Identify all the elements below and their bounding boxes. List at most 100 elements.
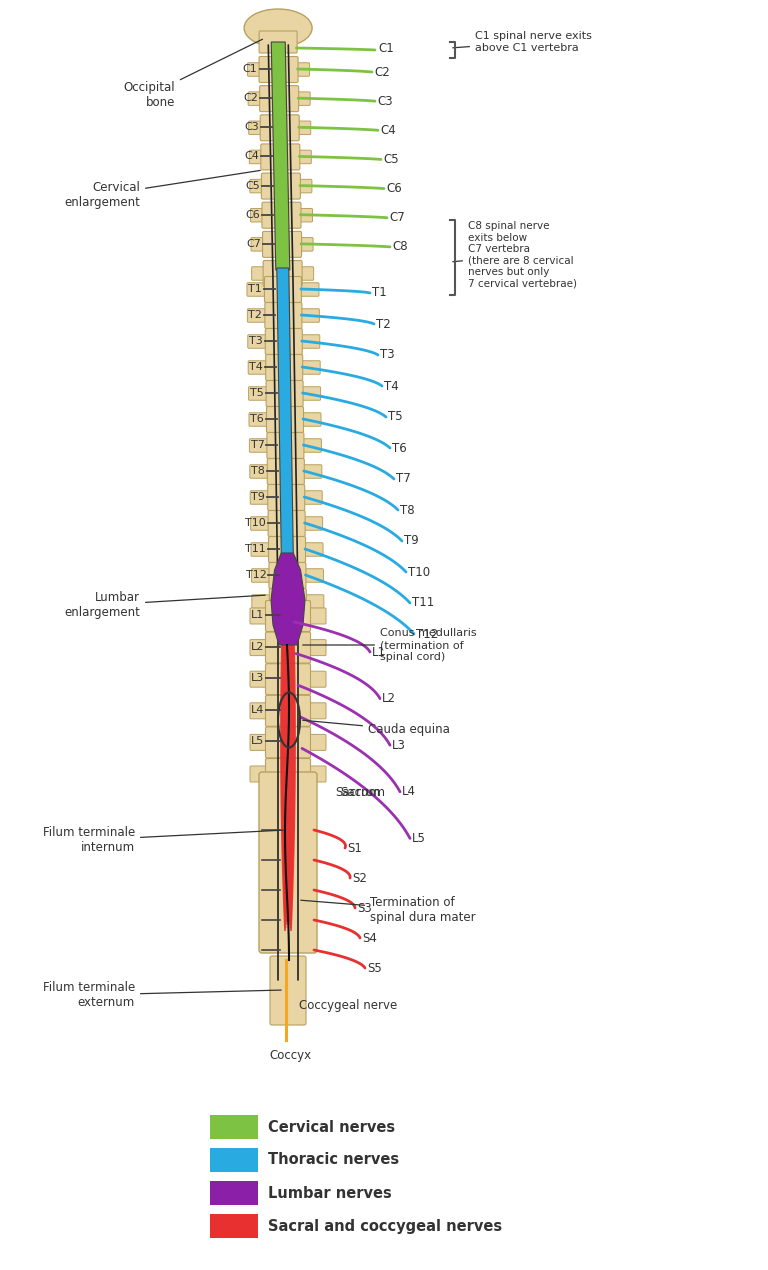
Text: C7: C7 xyxy=(389,211,405,225)
Text: L4: L4 xyxy=(402,785,416,799)
Text: C1: C1 xyxy=(378,42,394,55)
FancyBboxPatch shape xyxy=(264,277,302,302)
Text: T6: T6 xyxy=(392,442,407,455)
FancyBboxPatch shape xyxy=(298,361,320,375)
Polygon shape xyxy=(276,268,293,555)
Text: T9: T9 xyxy=(404,535,419,547)
Text: Cervical nerves: Cervical nerves xyxy=(268,1119,395,1134)
Text: T7: T7 xyxy=(396,472,411,485)
Text: Coccygeal nerve: Coccygeal nerve xyxy=(299,998,397,1011)
Text: Thoracic nerves: Thoracic nerves xyxy=(268,1152,399,1167)
FancyBboxPatch shape xyxy=(250,438,271,452)
Text: T10: T10 xyxy=(245,518,266,528)
FancyBboxPatch shape xyxy=(266,695,310,726)
Text: L1: L1 xyxy=(372,645,386,659)
Text: S4: S4 xyxy=(362,931,377,945)
Text: C4: C4 xyxy=(244,151,260,161)
FancyBboxPatch shape xyxy=(266,726,310,758)
FancyBboxPatch shape xyxy=(259,772,317,952)
Text: T9: T9 xyxy=(251,491,265,502)
Text: Coccyx: Coccyx xyxy=(269,1049,311,1062)
Text: Cervical
enlargement: Cervical enlargement xyxy=(64,170,260,210)
FancyBboxPatch shape xyxy=(260,85,299,112)
Text: Sacral and coccygeal nerves: Sacral and coccygeal nerves xyxy=(268,1218,502,1233)
Text: C4: C4 xyxy=(380,123,396,137)
FancyBboxPatch shape xyxy=(266,381,303,406)
FancyBboxPatch shape xyxy=(250,734,270,751)
FancyBboxPatch shape xyxy=(247,283,269,296)
FancyBboxPatch shape xyxy=(298,335,319,348)
FancyBboxPatch shape xyxy=(266,406,303,433)
Text: Sacrum: Sacrum xyxy=(299,786,380,800)
FancyBboxPatch shape xyxy=(297,237,313,251)
FancyBboxPatch shape xyxy=(251,569,273,582)
FancyBboxPatch shape xyxy=(301,542,323,556)
FancyBboxPatch shape xyxy=(265,302,302,329)
FancyBboxPatch shape xyxy=(248,335,270,348)
FancyBboxPatch shape xyxy=(306,702,326,719)
FancyBboxPatch shape xyxy=(306,640,326,655)
Text: T11: T11 xyxy=(412,597,434,610)
FancyBboxPatch shape xyxy=(250,465,272,479)
FancyBboxPatch shape xyxy=(266,354,303,381)
FancyBboxPatch shape xyxy=(210,1181,258,1205)
Text: L5: L5 xyxy=(412,832,426,845)
FancyBboxPatch shape xyxy=(294,91,310,105)
Text: Lumbar
enlargement: Lumbar enlargement xyxy=(64,591,265,618)
FancyBboxPatch shape xyxy=(262,202,301,229)
FancyBboxPatch shape xyxy=(248,91,264,105)
FancyBboxPatch shape xyxy=(306,672,326,687)
Text: T4: T4 xyxy=(384,380,399,392)
FancyBboxPatch shape xyxy=(259,30,297,53)
FancyBboxPatch shape xyxy=(298,267,313,281)
Text: L2: L2 xyxy=(250,641,264,652)
FancyBboxPatch shape xyxy=(268,484,305,511)
Text: C3: C3 xyxy=(377,95,392,108)
FancyBboxPatch shape xyxy=(296,208,313,222)
Text: T1: T1 xyxy=(248,284,262,293)
Text: T5: T5 xyxy=(388,410,402,423)
FancyBboxPatch shape xyxy=(260,114,300,141)
Text: C3: C3 xyxy=(244,122,259,132)
FancyBboxPatch shape xyxy=(263,231,302,258)
Text: L5: L5 xyxy=(250,737,264,747)
Text: T2: T2 xyxy=(376,318,391,330)
Text: T11: T11 xyxy=(245,544,266,554)
FancyBboxPatch shape xyxy=(266,758,310,790)
FancyBboxPatch shape xyxy=(263,260,302,287)
FancyBboxPatch shape xyxy=(210,1115,258,1139)
Text: C6: C6 xyxy=(246,210,260,220)
FancyBboxPatch shape xyxy=(250,702,270,719)
FancyBboxPatch shape xyxy=(251,542,273,556)
Text: T3: T3 xyxy=(380,348,395,362)
FancyBboxPatch shape xyxy=(250,608,270,624)
Text: C1: C1 xyxy=(243,64,257,74)
FancyBboxPatch shape xyxy=(296,150,311,164)
Text: T12: T12 xyxy=(246,570,266,580)
Text: T8: T8 xyxy=(400,503,415,517)
FancyBboxPatch shape xyxy=(300,438,321,452)
Text: Occipital
bone: Occipital bone xyxy=(124,39,263,109)
Text: C8 spinal nerve
exits below
C7 vertebra
(there are 8 cervical
nerves but only
7 : C8 spinal nerve exits below C7 vertebra … xyxy=(453,221,577,290)
FancyBboxPatch shape xyxy=(301,569,323,582)
FancyBboxPatch shape xyxy=(266,664,310,695)
FancyBboxPatch shape xyxy=(250,150,265,164)
FancyBboxPatch shape xyxy=(293,62,310,76)
Text: Sacrum: Sacrum xyxy=(340,786,385,800)
FancyBboxPatch shape xyxy=(299,387,320,400)
Text: S2: S2 xyxy=(352,871,367,884)
Text: T12: T12 xyxy=(416,627,439,640)
FancyBboxPatch shape xyxy=(269,536,306,563)
FancyBboxPatch shape xyxy=(295,121,311,135)
FancyBboxPatch shape xyxy=(306,734,326,751)
Text: C8: C8 xyxy=(392,240,408,253)
FancyBboxPatch shape xyxy=(250,208,266,222)
FancyBboxPatch shape xyxy=(249,387,270,400)
FancyBboxPatch shape xyxy=(269,563,306,588)
FancyBboxPatch shape xyxy=(270,588,306,615)
FancyBboxPatch shape xyxy=(302,594,324,608)
FancyBboxPatch shape xyxy=(300,490,323,504)
Text: T2: T2 xyxy=(249,310,263,320)
FancyBboxPatch shape xyxy=(266,601,310,631)
FancyBboxPatch shape xyxy=(267,458,304,484)
